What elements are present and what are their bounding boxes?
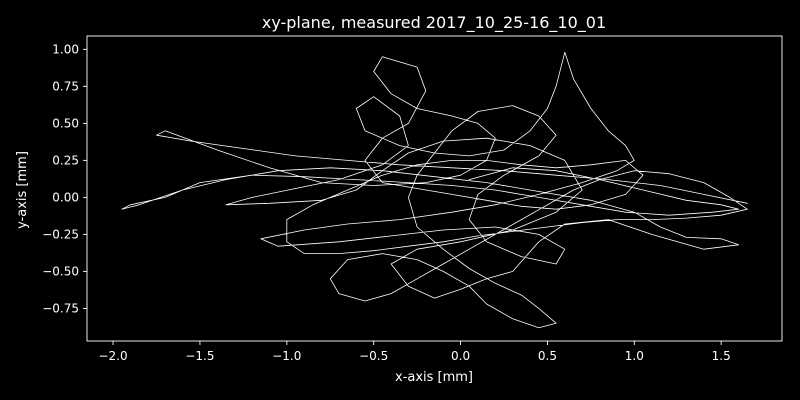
x-tick-label: −1.5 (185, 349, 214, 363)
y-tick-label: 0.00 (52, 190, 79, 204)
plot-frame (86, 35, 783, 342)
x-tick-label: 1.0 (625, 349, 644, 363)
y-tick-label: −0.25 (42, 227, 79, 241)
y-axis-ticks: −0.75 −0.50 −0.25 0.00 0.25 0.50 0.75 1.00 (42, 42, 87, 315)
trajectory-traces (121, 51, 748, 329)
y-tick-label: 1.00 (52, 42, 79, 56)
x-tick-label: −2.0 (98, 349, 127, 363)
chart-title: xy-plane, measured 2017_10_25-16_10_01 (262, 13, 606, 33)
y-axis-label: y-axis [mm] (15, 151, 30, 229)
y-tick-label: −0.50 (42, 264, 79, 278)
y-tick-label: −0.75 (42, 301, 79, 315)
trajectory-series-1 (121, 51, 748, 329)
x-tick-label: 0.5 (538, 349, 557, 363)
x-tick-label: −1.0 (272, 349, 301, 363)
y-tick-label: 0.75 (52, 79, 79, 93)
x-axis-label: x-axis [mm] (395, 370, 473, 385)
x-tick-label: −0.5 (359, 349, 388, 363)
x-tick-label: 1.5 (712, 349, 731, 363)
x-axis-ticks: −2.0 −1.5 −1.0 −0.5 0.0 0.5 1.0 1.5 (98, 341, 731, 363)
y-tick-label: 0.50 (52, 116, 79, 130)
x-tick-label: 0.0 (451, 349, 470, 363)
y-tick-label: 0.25 (52, 153, 79, 167)
